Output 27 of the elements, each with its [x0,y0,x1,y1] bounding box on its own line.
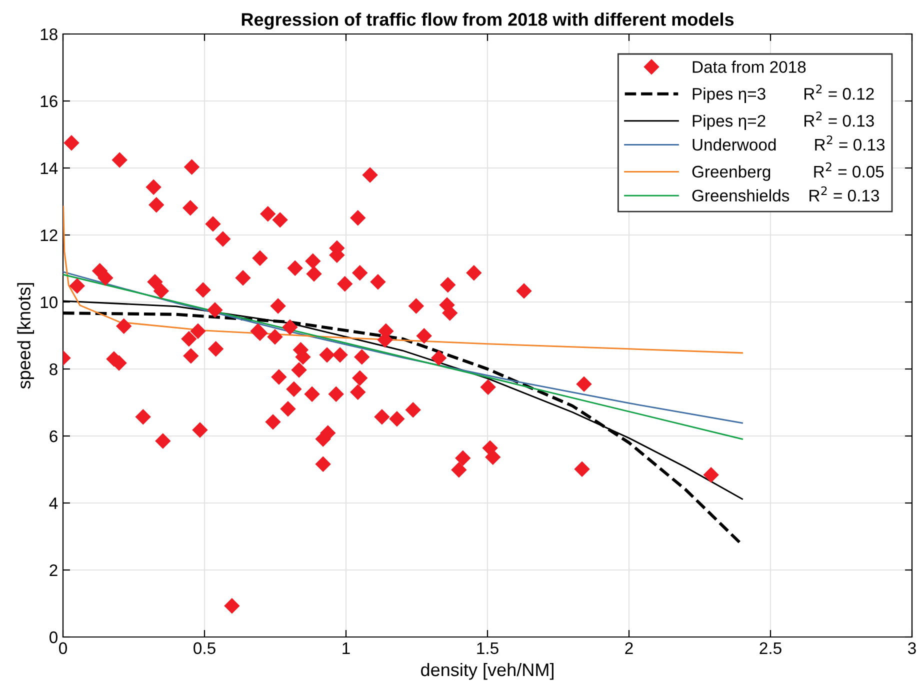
legend-label: Greenshields R$^{2}$ = 0.13 [692,186,879,202]
x-tick-label: 1.5 [477,642,498,654]
legend-label: Underwood R$^{2}$ = 0.13 [692,135,885,151]
y-tick-label: 16 [40,95,58,108]
legend-label: Pipes η=3 R$^{2}$ = 0.12 [692,84,874,104]
y-tick-label: 4 [49,498,58,510]
y-tick-label: 12 [40,229,58,242]
y-tick-label: 18 [40,28,58,40]
y-tick-label: 14 [40,162,58,174]
x-tick-label: 2 [625,642,633,654]
x-axis-title: density [veh/NM] [421,662,554,680]
y-tick-label: 6 [50,430,58,442]
line-series [63,206,743,354]
legend-label: Pipes η=2 R$^{2}$ = 0.13 [692,112,874,130]
y-tick-label: 0 [50,631,58,644]
y-tick-label: 10 [40,296,58,308]
y-tick-label: 8 [50,363,58,376]
x-tick-label: 0 [59,642,67,654]
x-tick-label: 0.5 [194,642,216,654]
x-tick-label: 1 [342,642,350,654]
y-axis-title: speed [knots] [17,283,34,389]
chart-title: Regression of traffic flow from 2018 with different models [242,12,734,30]
legend-label: Greenberg R$^{2}$ = 0.05 [692,162,884,181]
x-tick-label: 2.5 [760,642,782,654]
x-tick-label: 3 [908,642,916,654]
legend-label: Data from 2018 [692,60,806,73]
y-tick-label: 2 [50,564,58,576]
